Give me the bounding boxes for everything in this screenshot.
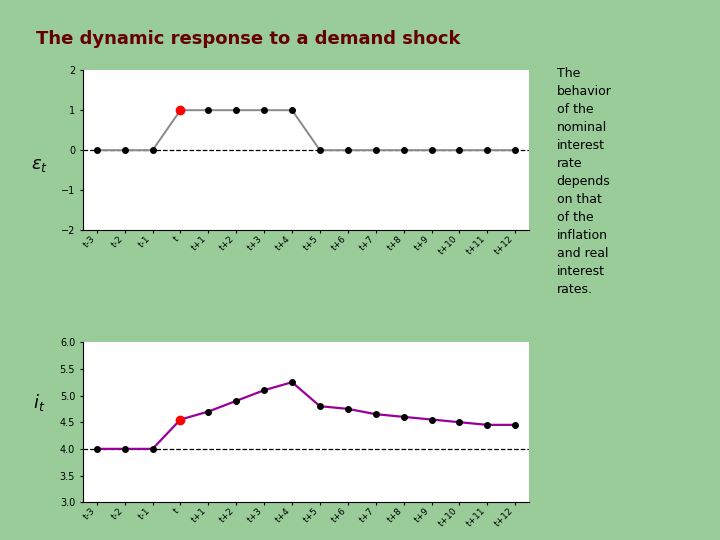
Text: The
behavior
of the
nominal
interest
rate
depends
on that
of the
inflation
and r: The behavior of the nominal interest rat… <box>557 67 611 296</box>
Text: The dynamic response to a demand shock: The dynamic response to a demand shock <box>36 30 461 48</box>
Text: $\varepsilon_t$: $\varepsilon_t$ <box>31 156 48 174</box>
Text: $i_t$: $i_t$ <box>33 392 46 413</box>
